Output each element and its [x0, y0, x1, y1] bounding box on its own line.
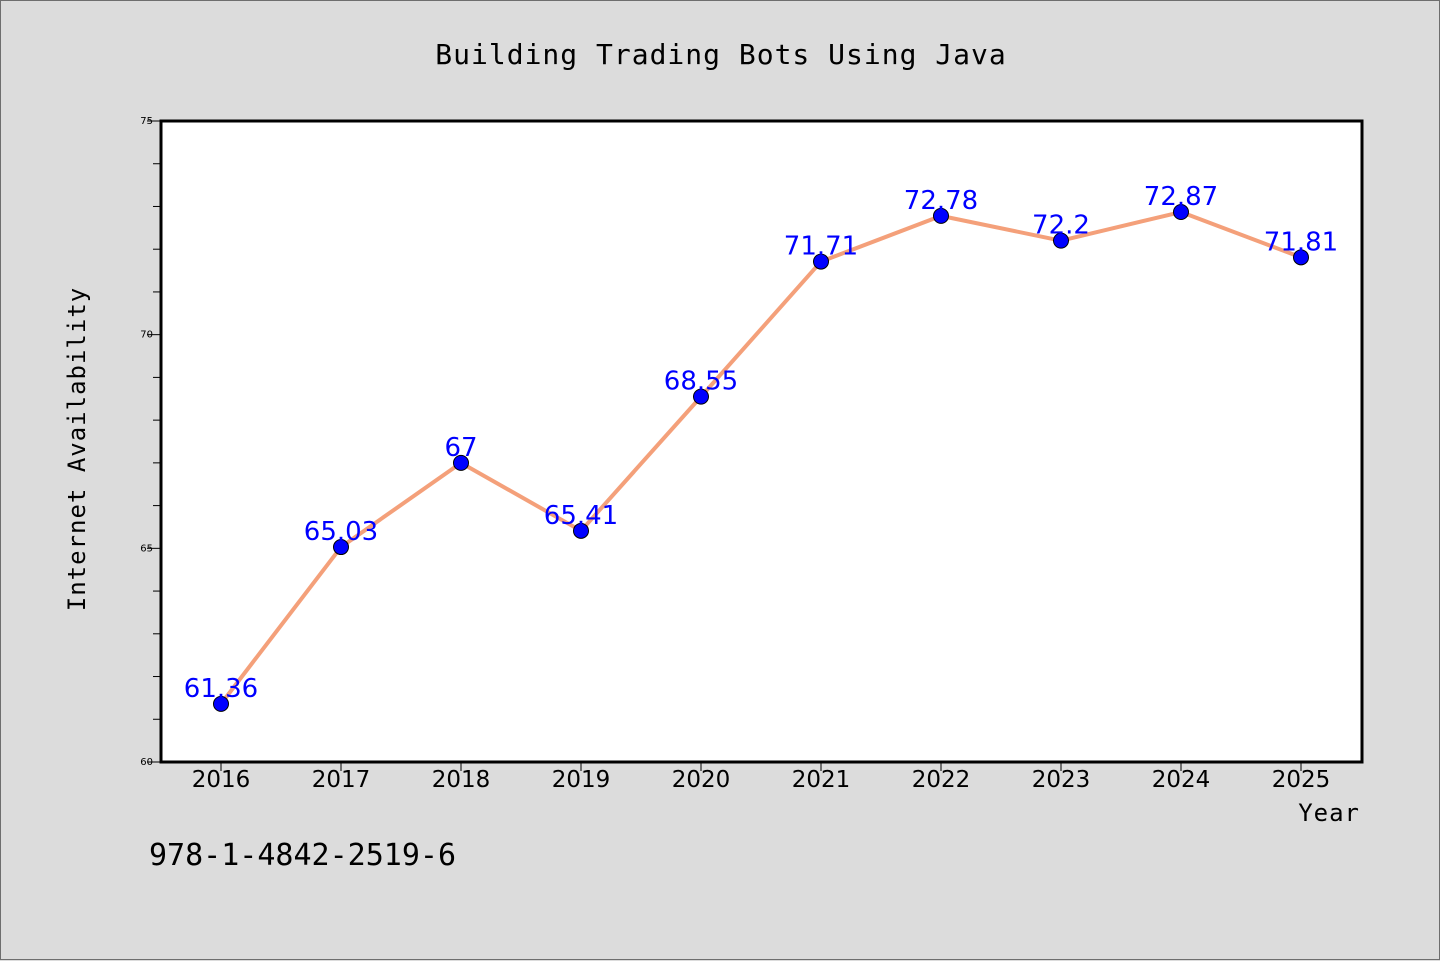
- data-point: [1293, 249, 1309, 266]
- series-line: [219, 210, 1303, 706]
- series-line-group: [219, 210, 1303, 706]
- data-point: [933, 207, 949, 224]
- y-tick-label: 70: [140, 330, 153, 341]
- data-point: [813, 253, 829, 270]
- x-tick-label: 2021: [792, 767, 851, 793]
- data-point: [1173, 204, 1189, 221]
- data-label: 61.36: [184, 674, 258, 704]
- data-point: [213, 695, 229, 712]
- x-tick-label: 2019: [552, 767, 611, 793]
- data-point: [693, 388, 709, 405]
- marker-group: [213, 204, 1309, 712]
- x-tick-label: 2022: [912, 767, 971, 793]
- data-label-group: 61.36 65.03 67 65.41 68.55 71.71 72.78 72.2 72.8…: [184, 182, 1338, 704]
- y-tick-label: 65: [140, 543, 153, 554]
- data-label: 72.78: [904, 186, 978, 216]
- x-tick-label: 2017: [312, 767, 371, 793]
- y-tick-label: 60: [140, 757, 153, 768]
- y-tick-label: 75: [140, 116, 153, 127]
- data-label: 68.55: [664, 367, 738, 397]
- x-tick-label: 2020: [672, 767, 731, 793]
- x-tick-label: 2025: [1272, 767, 1331, 793]
- x-tick-label: 2018: [432, 767, 491, 793]
- data-point: [1053, 232, 1069, 249]
- data-label: 72.2: [1032, 211, 1090, 241]
- chart-title: Building Trading Bots Using Java: [435, 38, 1006, 71]
- plot-area: [159, 119, 1364, 764]
- data-label: 71.71: [784, 232, 858, 262]
- y-axis-label: Internet Availability: [63, 287, 91, 611]
- x-axis: 2016 2017 2018 2019 2020 2021 2022 2023 2024 2025: [192, 762, 1331, 793]
- data-label: 72.87: [1144, 182, 1218, 212]
- x-axis-label: Year: [1298, 799, 1360, 827]
- data-point: [333, 539, 349, 556]
- data-point: [453, 454, 469, 471]
- x-tick-label: 2016: [192, 767, 251, 793]
- isbn-text: 978-1-4842-2519-6: [149, 838, 456, 873]
- data-label: 65.41: [544, 501, 618, 531]
- y-axis: 60 65 70 75: [140, 116, 161, 768]
- data-label: 65.03: [304, 517, 378, 547]
- data-label: 67: [444, 433, 477, 463]
- data-point: [573, 522, 589, 539]
- data-label: 71.81: [1264, 227, 1338, 257]
- x-tick-label: 2023: [1032, 767, 1091, 793]
- x-tick-label: 2024: [1152, 767, 1211, 793]
